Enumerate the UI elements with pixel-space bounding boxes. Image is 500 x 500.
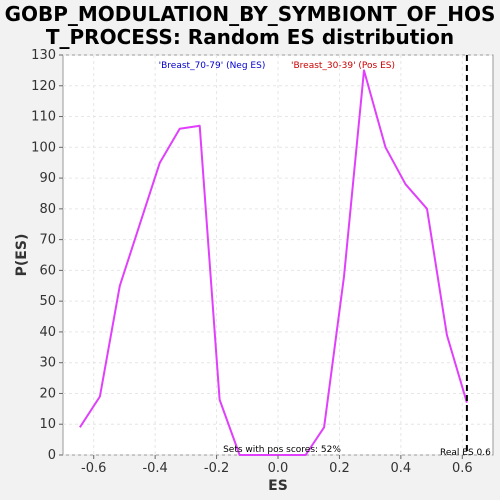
es-distribution-line	[79, 69, 468, 456]
y-tick-label: 40	[39, 325, 56, 340]
y-tick-label: 120	[31, 79, 56, 94]
x-axis-ticks: -0.6 -0.4 -0.2 0.0 0.2 0.4 0.6	[81, 455, 473, 476]
series-layer	[79, 69, 468, 456]
legend-pos-label: 'Breast_30-39' (Pos ES)	[291, 61, 395, 71]
chart-title-line-1: GOBP_MODULATION_BY_SYMBIONT_OF_HOS	[5, 2, 496, 26]
x-tick-label: -0.2	[204, 461, 229, 476]
x-tick-label: -0.6	[81, 461, 106, 476]
pos-scores-annotation: Sets with pos scores: 52%	[223, 445, 341, 455]
y-tick-label: 0	[48, 448, 56, 463]
y-tick-label: 30	[39, 356, 56, 371]
chart-title-line-2: T_PROCESS: Random ES distribution	[46, 25, 454, 49]
y-axis-ticks: 0 10 20 30 40 50 60 70 80 90 100 110 120 130	[31, 48, 63, 463]
real-es-label: Real ES 0.6	[440, 448, 491, 458]
y-tick-label: 130	[31, 48, 56, 63]
y-tick-label: 80	[39, 202, 56, 217]
y-tick-label: 110	[31, 110, 56, 125]
x-tick-label: -0.4	[142, 461, 167, 476]
y-tick-label: 60	[39, 263, 56, 278]
x-tick-label: 0.6	[452, 461, 473, 476]
x-tick-label: 0.0	[268, 461, 289, 476]
y-tick-label: 50	[39, 294, 56, 309]
x-tick-label: 0.2	[329, 461, 350, 476]
y-tick-label: 70	[39, 233, 56, 248]
x-axis-label: ES	[268, 478, 288, 494]
y-tick-label: 20	[39, 386, 56, 401]
x-tick-label: 0.4	[391, 461, 412, 476]
y-tick-label: 10	[39, 417, 56, 432]
grid-lines	[63, 54, 493, 456]
y-tick-label: 100	[31, 140, 56, 155]
y-tick-label: 90	[39, 171, 56, 186]
y-axis-label: P(ES)	[14, 234, 30, 277]
legend-neg-label: 'Breast_70-79' (Neg ES)	[159, 61, 266, 71]
